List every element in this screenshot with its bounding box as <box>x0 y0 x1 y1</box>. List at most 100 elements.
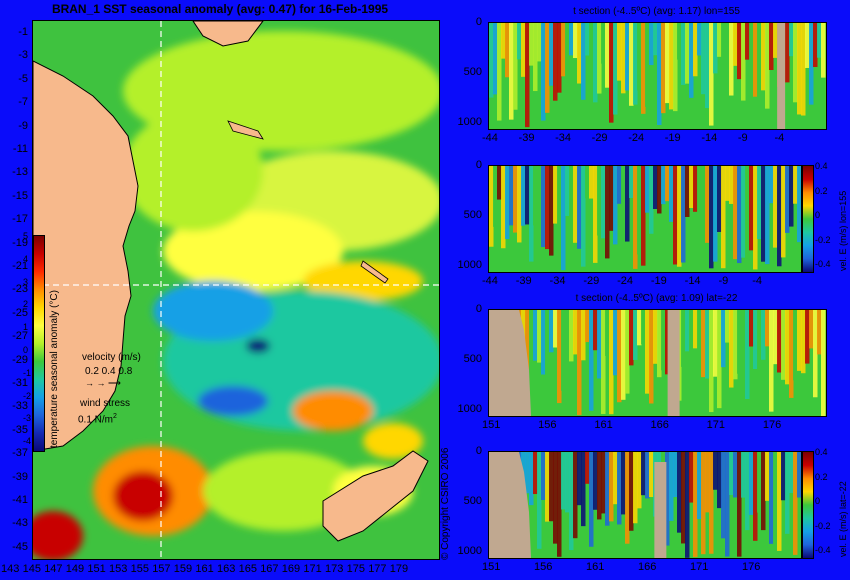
section-column <box>713 310 718 377</box>
lon-label: 167 <box>260 563 279 575</box>
velocity-colorbar-tick: -0.2 <box>815 520 831 531</box>
section-panel-2[interactable] <box>488 165 802 273</box>
velocity-colorbar <box>802 451 814 559</box>
section-column <box>529 452 534 506</box>
panel-x-tick: -39 <box>515 275 532 287</box>
section-column <box>617 166 622 204</box>
section-panel-1[interactable] <box>488 22 827 130</box>
section-column <box>689 23 694 98</box>
section-column <box>661 166 666 205</box>
new-caledonia-land <box>360 260 389 284</box>
section-column <box>581 23 586 100</box>
section-column <box>685 310 690 352</box>
section-column <box>665 452 670 546</box>
section-column <box>681 166 686 263</box>
lon-label: 169 <box>281 563 301 575</box>
panel-x-tick: -44 <box>482 132 498 144</box>
section-column <box>757 452 762 513</box>
section-column <box>609 166 614 231</box>
section-column <box>709 23 714 126</box>
section-column <box>581 452 586 527</box>
lon-label: 179 <box>389 563 409 575</box>
section-column <box>765 452 770 501</box>
section-column <box>537 166 542 249</box>
lat-label: -39 <box>12 470 28 483</box>
section-column <box>657 23 662 125</box>
section-column <box>545 310 550 387</box>
section-column <box>529 310 534 385</box>
section-column <box>505 166 510 240</box>
section-column <box>737 310 742 374</box>
lon-label: 149 <box>65 563 85 575</box>
lon-label: 143 <box>1 563 20 575</box>
section-column <box>585 310 590 343</box>
section-column <box>609 310 614 415</box>
panel-x-tick: -19 <box>664 132 681 144</box>
section-column <box>533 23 538 92</box>
panel-x-tick: -24 <box>617 275 634 287</box>
section-column <box>529 166 534 262</box>
section-column <box>761 310 766 360</box>
section-column <box>697 23 702 56</box>
section-column <box>633 166 638 269</box>
section-column <box>597 452 602 520</box>
section-column <box>581 166 586 267</box>
panel-x-tick: -4 <box>774 132 785 144</box>
section-column <box>521 166 526 226</box>
panel-x-tick: 156 <box>538 419 557 431</box>
panel-y-tick: 500 <box>463 353 482 365</box>
solomon-islands-land <box>227 120 264 140</box>
section-column <box>569 166 574 245</box>
panel-x-tick: 161 <box>594 419 613 431</box>
section-column <box>553 310 558 348</box>
section-column <box>745 23 750 60</box>
section-column <box>553 23 558 101</box>
section-column <box>769 452 774 544</box>
section-column <box>689 166 694 209</box>
section-column <box>513 23 518 110</box>
section-column <box>669 166 674 222</box>
section-column <box>737 23 742 80</box>
section-column <box>813 23 818 68</box>
section-column <box>805 23 810 68</box>
lat-label: -37 <box>12 447 28 460</box>
section-column <box>637 23 642 91</box>
section-column <box>645 166 650 213</box>
section-column <box>677 166 682 267</box>
section-column <box>637 310 642 346</box>
section-column <box>745 166 750 266</box>
section-column <box>613 23 618 115</box>
section-column <box>749 166 754 251</box>
section-column <box>589 166 594 199</box>
main-title: BRAN_1 SST seasonal anomaly (avg: 0.47) … <box>51 2 389 16</box>
velocity-legend-scale: 0.2 0.4 0.8 <box>85 366 133 377</box>
section-column <box>817 310 822 355</box>
lat-label: -17 <box>12 213 28 226</box>
panel-y-tick: 1000 <box>457 116 482 128</box>
lon-label: 155 <box>130 563 149 575</box>
sst-anomaly-map[interactable] <box>32 20 440 560</box>
panel-x-tick: 151 <box>482 419 501 431</box>
section-column <box>489 166 494 247</box>
colorbar-tick: -3 <box>23 413 32 424</box>
section-panel-4[interactable] <box>488 451 802 559</box>
section-column <box>785 23 790 83</box>
section-column <box>717 23 722 57</box>
velocity-colorbar-tick: 0.4 <box>815 447 828 457</box>
section-column <box>785 452 790 534</box>
land-mask <box>654 462 667 558</box>
section-column <box>557 310 562 404</box>
section-column <box>649 23 654 66</box>
section-column <box>533 166 538 226</box>
section-column <box>493 23 498 95</box>
section-panel-3[interactable] <box>488 309 827 417</box>
section-column <box>817 23 822 58</box>
section-column <box>521 23 526 77</box>
section-column <box>589 23 594 62</box>
section-column <box>597 23 602 94</box>
section-column <box>745 452 750 531</box>
velocity-legend-arrows: → → ⟶ <box>85 378 121 388</box>
section-column <box>585 452 590 484</box>
section-column <box>593 23 598 103</box>
section-column <box>609 23 614 123</box>
